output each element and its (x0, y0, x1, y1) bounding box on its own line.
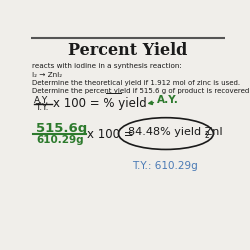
Text: A.Y.: A.Y. (157, 95, 179, 105)
Text: x 100 =: x 100 = (88, 128, 134, 141)
Text: 2: 2 (205, 132, 210, 140)
Text: 84.48% yield ZnI: 84.48% yield ZnI (128, 128, 223, 138)
Text: T.Y.: T.Y. (35, 103, 49, 112)
Text: T.Y.: 610.29g: T.Y.: 610.29g (132, 161, 198, 171)
Text: x 100 = % yield: x 100 = % yield (52, 98, 146, 110)
Text: Determine the theoretical yield if 1.912 mol of zinc is used.: Determine the theoretical yield if 1.912… (32, 80, 240, 86)
Text: reacts with iodine in a synthesis reaction:: reacts with iodine in a synthesis reacti… (32, 62, 182, 68)
Text: Determine the percent yield if 515.6 g of product is recovered.: Determine the percent yield if 515.6 g o… (32, 88, 250, 94)
Text: 515.6g: 515.6g (36, 122, 87, 135)
Text: Percent Yield: Percent Yield (68, 42, 188, 59)
Text: 610.29g: 610.29g (36, 135, 84, 145)
Text: I₂ → ZnI₂: I₂ → ZnI₂ (32, 72, 62, 78)
Text: A.Y.: A.Y. (34, 96, 50, 105)
